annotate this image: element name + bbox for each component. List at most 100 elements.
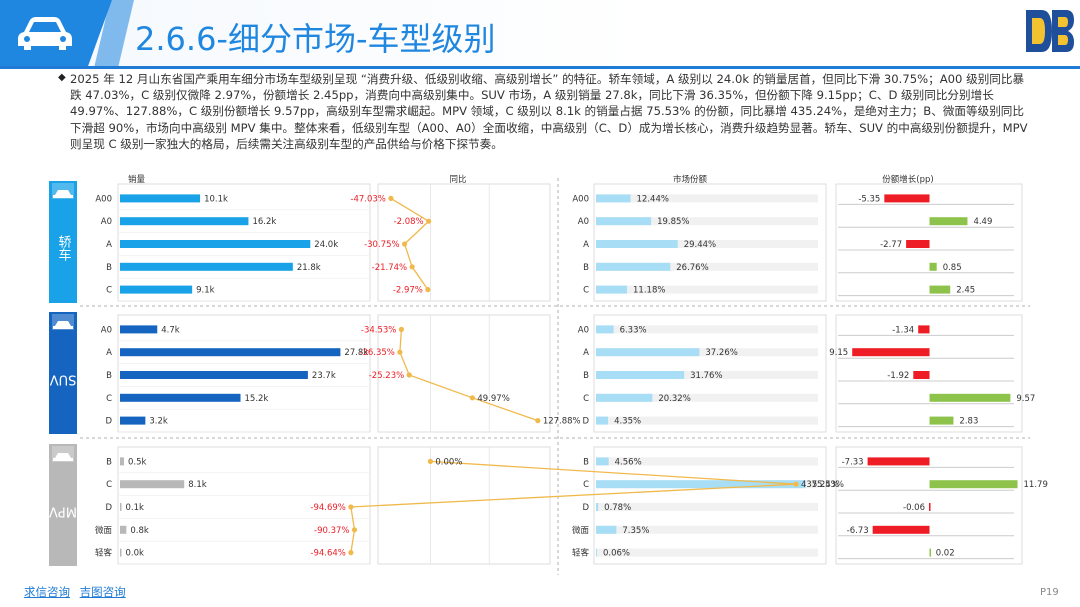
share-change-label: 11.79	[1024, 480, 1048, 490]
panel-frame	[377, 314, 551, 433]
sales-bar	[120, 325, 158, 334]
sales-bar	[120, 480, 185, 489]
sales-label: 0.8k	[130, 526, 149, 536]
sales-bar	[120, 416, 146, 425]
yoy-point	[427, 458, 433, 464]
share-change-label: -1.92	[887, 371, 909, 381]
header-band	[0, 0, 1080, 66]
share-bar	[596, 194, 631, 203]
share-bar	[596, 416, 609, 425]
category-label: C	[583, 480, 589, 490]
panel-frame	[593, 183, 827, 302]
share-change-bar	[884, 194, 930, 203]
panel-frame	[377, 183, 551, 302]
share-label: 0.78%	[604, 503, 631, 513]
sales-bar	[120, 217, 249, 226]
share-label: 31.76%	[690, 371, 722, 381]
share-track	[596, 371, 818, 379]
segment-label-block	[49, 181, 77, 303]
footer-link-qiuxin[interactable]: 求信咨询	[24, 585, 70, 599]
sales-label: 0.1k	[126, 503, 145, 513]
category-label: D	[582, 417, 589, 427]
category-label: 微面	[572, 525, 590, 536]
yoy-label: 435.24%	[801, 480, 839, 490]
share-change-bar	[918, 325, 930, 334]
category-label: A0	[101, 217, 112, 227]
sales-bar	[120, 348, 341, 357]
share-change-bar	[913, 371, 930, 379]
yoy-label: 127.88%	[543, 417, 581, 427]
column-header: 同比	[449, 174, 466, 185]
share-bar	[596, 525, 617, 534]
share-label: 7.35%	[622, 526, 649, 536]
share-change-bar	[906, 240, 930, 248]
sales-label: 21.8k	[297, 263, 321, 273]
category-label: A0	[101, 325, 112, 335]
share-bar	[596, 480, 806, 489]
share-change-label: 2.45	[956, 286, 975, 296]
category-label: B	[583, 263, 589, 273]
segment-label-block	[49, 312, 77, 434]
page-title: 2.6.6-细分市场-车型级别	[135, 20, 496, 58]
share-bar	[596, 285, 628, 294]
share-bar	[596, 393, 653, 402]
share-change-bar	[929, 480, 1018, 489]
yoy-point	[535, 418, 541, 424]
share-change-label: -7.33	[842, 457, 864, 467]
share-change-label: -6.73	[847, 526, 869, 536]
header-underline	[0, 66, 1080, 69]
sales-label: 24.0k	[314, 240, 338, 250]
share-label: 11.18%	[633, 286, 665, 296]
category-label: D	[105, 503, 112, 513]
sales-label: 15.2k	[245, 394, 269, 404]
share-label: 20.32%	[658, 394, 690, 404]
sales-bar	[120, 285, 193, 294]
panel-frame	[835, 314, 1023, 433]
sales-label: 16.2k	[252, 217, 276, 227]
column-header: 份额增长(pp)	[882, 174, 933, 185]
sales-label: 3.2k	[149, 417, 168, 427]
share-track	[596, 548, 818, 557]
category-label: B	[106, 263, 112, 273]
category-label: C	[583, 394, 589, 404]
yoy-point	[793, 481, 799, 487]
share-change-label: -1.34	[892, 325, 914, 335]
share-change-label: -5.35	[858, 194, 880, 204]
yoy-point	[348, 550, 354, 556]
share-change-bar	[929, 548, 932, 557]
share-bar	[596, 548, 597, 557]
share-change-bar	[852, 348, 930, 357]
share-bar	[596, 503, 599, 511]
segment-label: 轿车	[56, 235, 72, 261]
yoy-label: -94.64%	[310, 549, 345, 559]
share-change-bar	[929, 393, 1011, 402]
summary-paragraph: 2025 年 12 月山东省国产乘用车细分市场车型级别呈现 “消费升级、低级别收…	[70, 72, 1028, 151]
yoy-label: -21.74%	[372, 263, 407, 273]
yoy-point	[388, 195, 394, 201]
share-track	[596, 393, 818, 402]
share-label: 37.26%	[705, 348, 737, 358]
share-track	[596, 194, 818, 203]
category-label: B	[583, 457, 589, 467]
sales-bar	[120, 262, 293, 271]
yoy-label: -36.35%	[359, 348, 394, 358]
category-label: C	[106, 286, 112, 296]
share-track	[596, 503, 818, 511]
yoy-label: -25.23%	[369, 371, 404, 381]
share-change-label: 9.57	[1016, 394, 1035, 404]
segment-label-block	[49, 444, 77, 566]
category-label: B	[106, 371, 112, 381]
share-change-label: 0.02	[936, 549, 955, 559]
share-label: 26.76%	[676, 263, 708, 273]
category-label: 轻客	[95, 548, 113, 559]
share-label: 12.44%	[637, 194, 669, 204]
car-icon	[53, 190, 73, 198]
yoy-label: 49.97%	[477, 394, 509, 404]
car-icon	[53, 453, 73, 461]
footer-links: 求信咨询 吉图咨询	[24, 584, 132, 600]
column-header: 市场份额	[673, 174, 708, 185]
footer-link-jitu[interactable]: 吉图咨询	[79, 585, 126, 599]
category-label: C	[106, 394, 112, 404]
segment-label: SUV	[50, 372, 77, 387]
